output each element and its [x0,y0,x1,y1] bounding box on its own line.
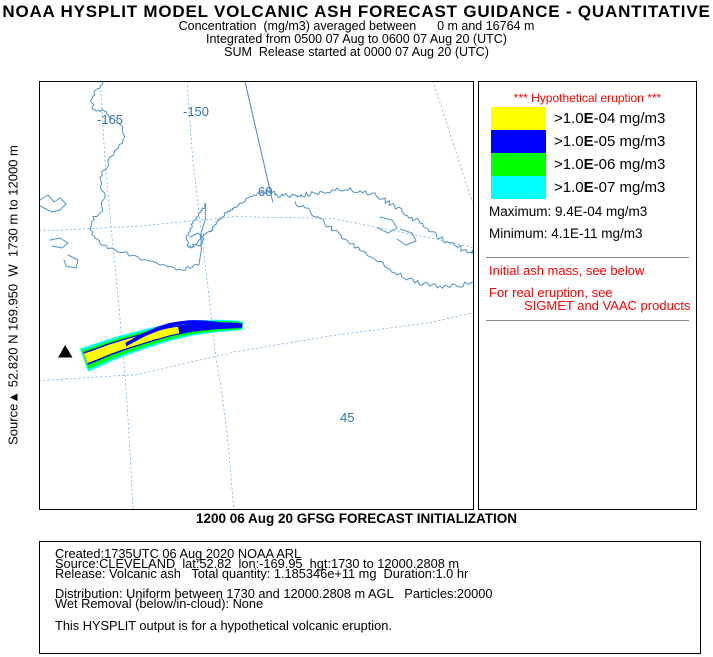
svg-text:-165: -165 [97,112,123,127]
svg-text:45: 45 [340,410,354,425]
svg-text:-150: -150 [183,104,209,119]
